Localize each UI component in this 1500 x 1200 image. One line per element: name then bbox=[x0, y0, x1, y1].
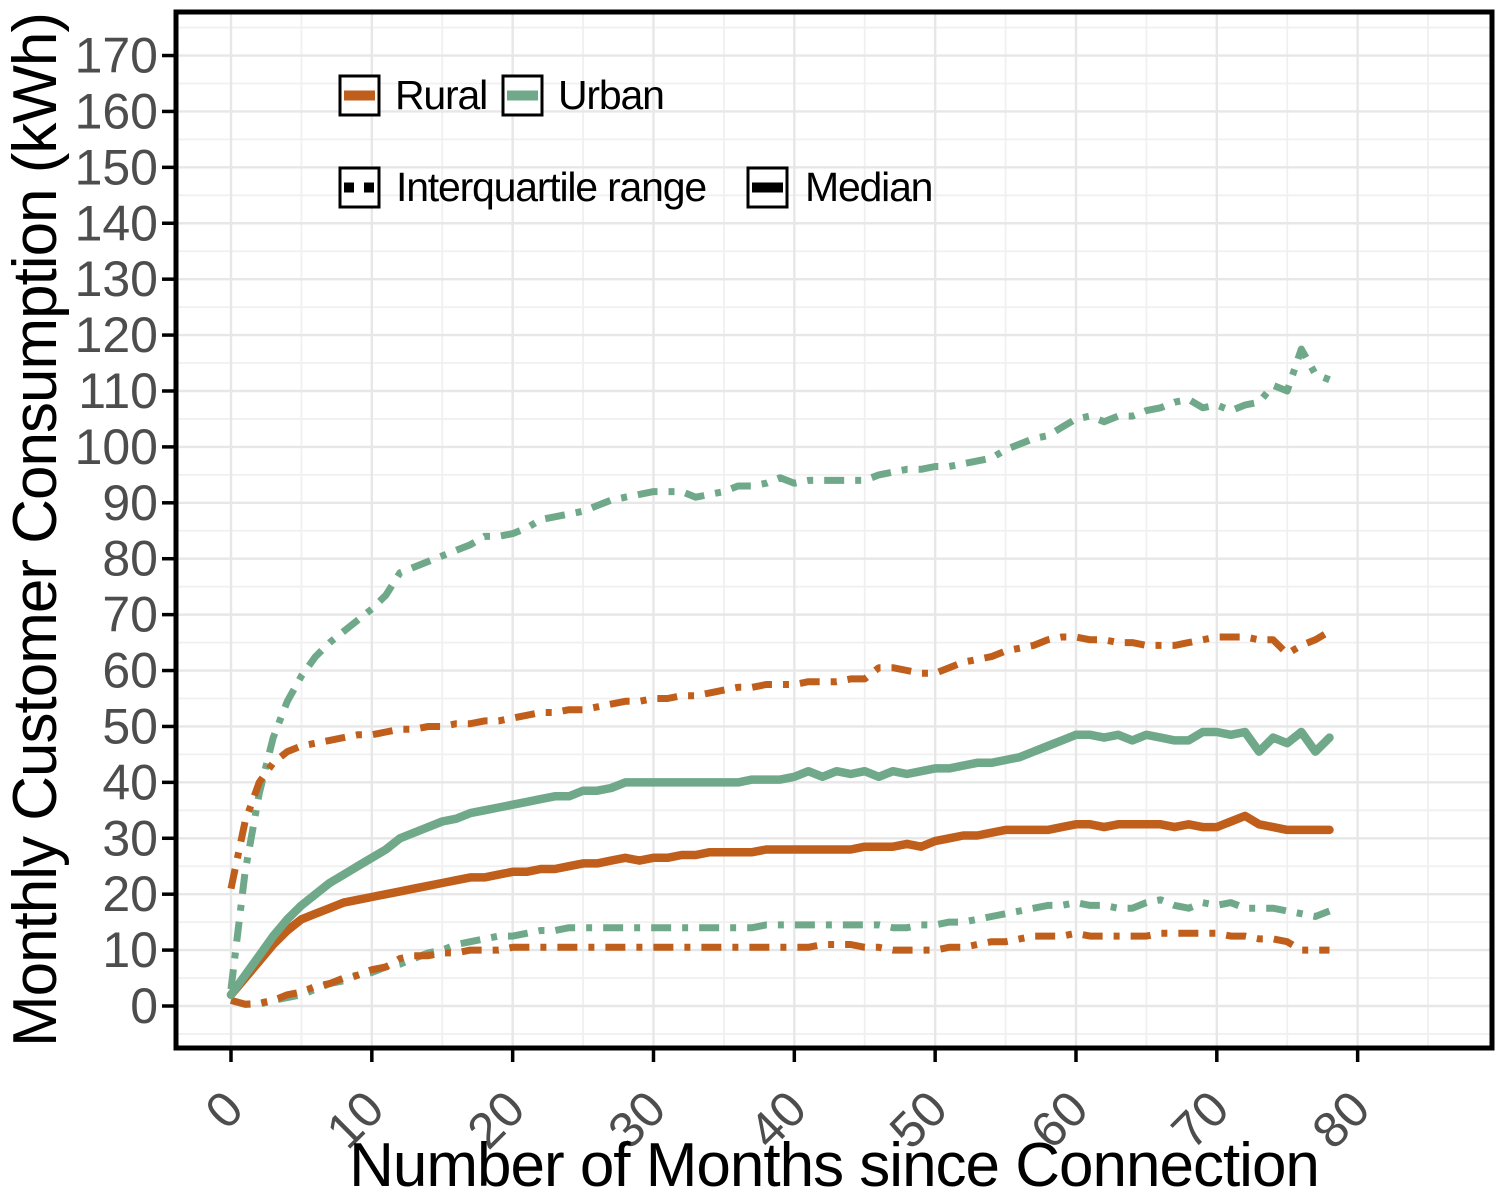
y-tick-label: 90 bbox=[102, 475, 158, 531]
y-tick-label: 120 bbox=[75, 307, 158, 363]
y-tick-label: 80 bbox=[102, 531, 158, 587]
y-tick-label: 150 bbox=[75, 139, 158, 195]
series-urban-median bbox=[226, 727, 1334, 1000]
axis-ticks bbox=[162, 53, 1360, 1062]
data-series bbox=[226, 345, 1334, 1008]
y-tick-label: 170 bbox=[75, 28, 158, 84]
y-tick-label: 40 bbox=[102, 754, 158, 810]
legend: Rural Urban Interquartile range Median bbox=[338, 72, 933, 210]
y-tick-labels: 0102030405060708090100110120130140150160… bbox=[75, 28, 158, 1034]
y-tick-label: 110 bbox=[78, 363, 158, 419]
x-axis-title: Number of Months since Connection bbox=[349, 1131, 1319, 1200]
legend-label-median: Median bbox=[805, 164, 932, 210]
y-axis-title: Monthly Customer Consumption (kWh) bbox=[1, 13, 70, 1047]
y-tick-label: 70 bbox=[102, 587, 158, 643]
x-tick-label: 0 bbox=[195, 1080, 254, 1139]
series-urban-iqr bbox=[230, 896, 1331, 1008]
series-rural-median bbox=[226, 811, 1334, 1000]
y-tick-label: 0 bbox=[130, 978, 158, 1034]
y-tick-label: 140 bbox=[75, 195, 158, 251]
y-tick-label: 50 bbox=[102, 698, 158, 754]
y-tick-label: 20 bbox=[102, 866, 158, 922]
legend-label-rural: Rural bbox=[395, 72, 487, 118]
y-tick-label: 30 bbox=[102, 810, 158, 866]
y-tick-label: 130 bbox=[75, 251, 158, 307]
y-tick-label: 100 bbox=[75, 419, 158, 475]
legend-label-urban: Urban bbox=[558, 72, 664, 118]
y-tick-label: 160 bbox=[75, 83, 158, 139]
series-urban-iqr bbox=[227, 345, 1331, 990]
y-tick-label: 10 bbox=[102, 922, 158, 978]
series-rural-iqr bbox=[230, 929, 1330, 1008]
plot-panel-border bbox=[173, 9, 1495, 1051]
legend-label-iqr: Interquartile range bbox=[396, 164, 706, 210]
y-tick-label: 60 bbox=[102, 643, 158, 699]
